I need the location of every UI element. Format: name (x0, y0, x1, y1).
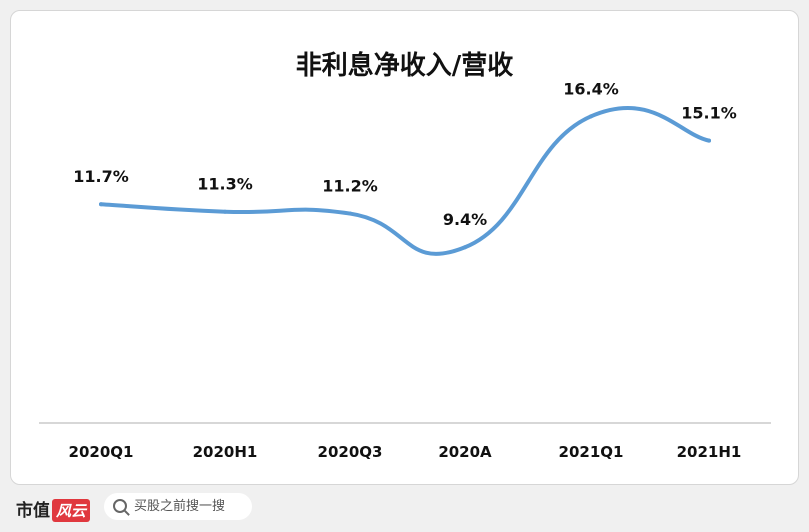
brand-accent: 风云 (52, 499, 91, 522)
search-placeholder: 买股之前搜一搜 (134, 499, 226, 514)
x-tick-label: 2020H1 (193, 443, 258, 461)
line-chart: 11.7% 2020Q1 11.3% 2020H1 11.2% 2020Q3 9.4% 202… (39, 79, 771, 461)
data-label: 11.7% (73, 167, 129, 186)
x-tick-label: 2020Q1 (69, 443, 134, 461)
x-tick-label: 2020A (438, 443, 492, 461)
search-icon (113, 499, 127, 513)
x-tick-label: 2021H1 (677, 443, 742, 461)
search-input[interactable]: 买股之前搜一搜 (104, 493, 252, 520)
series-line (99, 105, 711, 256)
data-point (348, 211, 352, 216)
brand-name: 市值 (16, 501, 50, 521)
data-point (463, 245, 467, 250)
data-point (589, 114, 593, 119)
x-tick-label: 2021Q1 (559, 443, 624, 461)
footer-bar: 市值 风云 买股之前搜一搜 (0, 484, 809, 532)
data-point (99, 202, 103, 207)
chart-card: 11.7% 2020Q1 11.3% 2020H1 11.2% 2020Q3 9.4% 202… (10, 10, 799, 485)
data-label: 11.3% (197, 175, 253, 194)
data-point (707, 138, 711, 143)
data-label: 15.1% (681, 104, 737, 123)
data-label: 9.4% (443, 210, 487, 229)
chart-title: 非利息净收入/营收 (295, 51, 514, 81)
data-label: 16.4% (563, 79, 619, 98)
brand-logo[interactable]: 市值 风云 (16, 496, 91, 522)
data-label: 11.2% (322, 177, 378, 196)
data-point (223, 209, 227, 214)
x-tick-label: 2020Q3 (318, 443, 383, 461)
